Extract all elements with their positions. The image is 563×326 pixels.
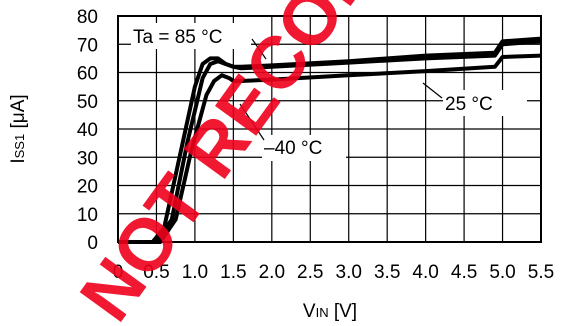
y-tick-label: 30 xyxy=(77,148,98,169)
y-tick-label: 60 xyxy=(77,64,98,85)
label-85c: Ta = 85 °C xyxy=(133,27,222,48)
x-tick-label: 3.0 xyxy=(336,262,362,283)
x-tick-label: 4.5 xyxy=(451,262,477,283)
y-axis-title: ISS1 [μA] xyxy=(8,94,29,163)
x-tick-label: 1.0 xyxy=(182,262,208,283)
label-minus40c: –40 °C xyxy=(264,138,322,159)
y-tick-label: 80 xyxy=(77,7,98,28)
x-tick-label: 0.5 xyxy=(143,262,169,283)
y-tick-label: 10 xyxy=(77,205,98,226)
series-line-3 xyxy=(118,53,542,244)
annotation-minus40c: –40 °C xyxy=(239,103,346,161)
x-tick-label: 0 xyxy=(113,262,124,283)
label-25c: 25 °C xyxy=(445,94,493,115)
y-tick-label: 40 xyxy=(77,120,98,141)
y-tick-label: 70 xyxy=(77,35,98,56)
x-axis-title: VIN [V] xyxy=(303,301,357,322)
annotation-85c: Ta = 85 °C xyxy=(131,23,267,60)
plot-frame xyxy=(117,15,542,243)
y-tick-label: 50 xyxy=(77,92,98,113)
x-tick-label: 4.0 xyxy=(412,262,438,283)
x-tick-labels: 0 0.5 1.0 1.5 2.0 2.5 3.0 3.5 4.0 4.5 5.0 5.5 xyxy=(113,262,555,283)
x-tick-label: 2.5 xyxy=(297,262,323,283)
x-tick-label: 5.5 xyxy=(528,262,554,283)
y-tick-label: 20 xyxy=(77,177,98,198)
leader-minus40c xyxy=(239,103,265,141)
x-tick-label: 2.0 xyxy=(259,262,285,283)
y-tick-label: 0 xyxy=(87,233,98,254)
leader-25c xyxy=(422,82,443,99)
annotation-25c: 25 °C xyxy=(422,82,527,116)
x-tick-label: 5.0 xyxy=(489,262,515,283)
series-line-2 xyxy=(118,39,542,244)
leader-85c xyxy=(251,38,267,60)
y-tick-labels: 0 10 20 30 40 50 60 70 80 xyxy=(77,7,98,254)
x-tick-label: 1.5 xyxy=(220,262,246,283)
x-tick-label: 3.5 xyxy=(374,262,400,283)
series-lines xyxy=(118,36,542,244)
